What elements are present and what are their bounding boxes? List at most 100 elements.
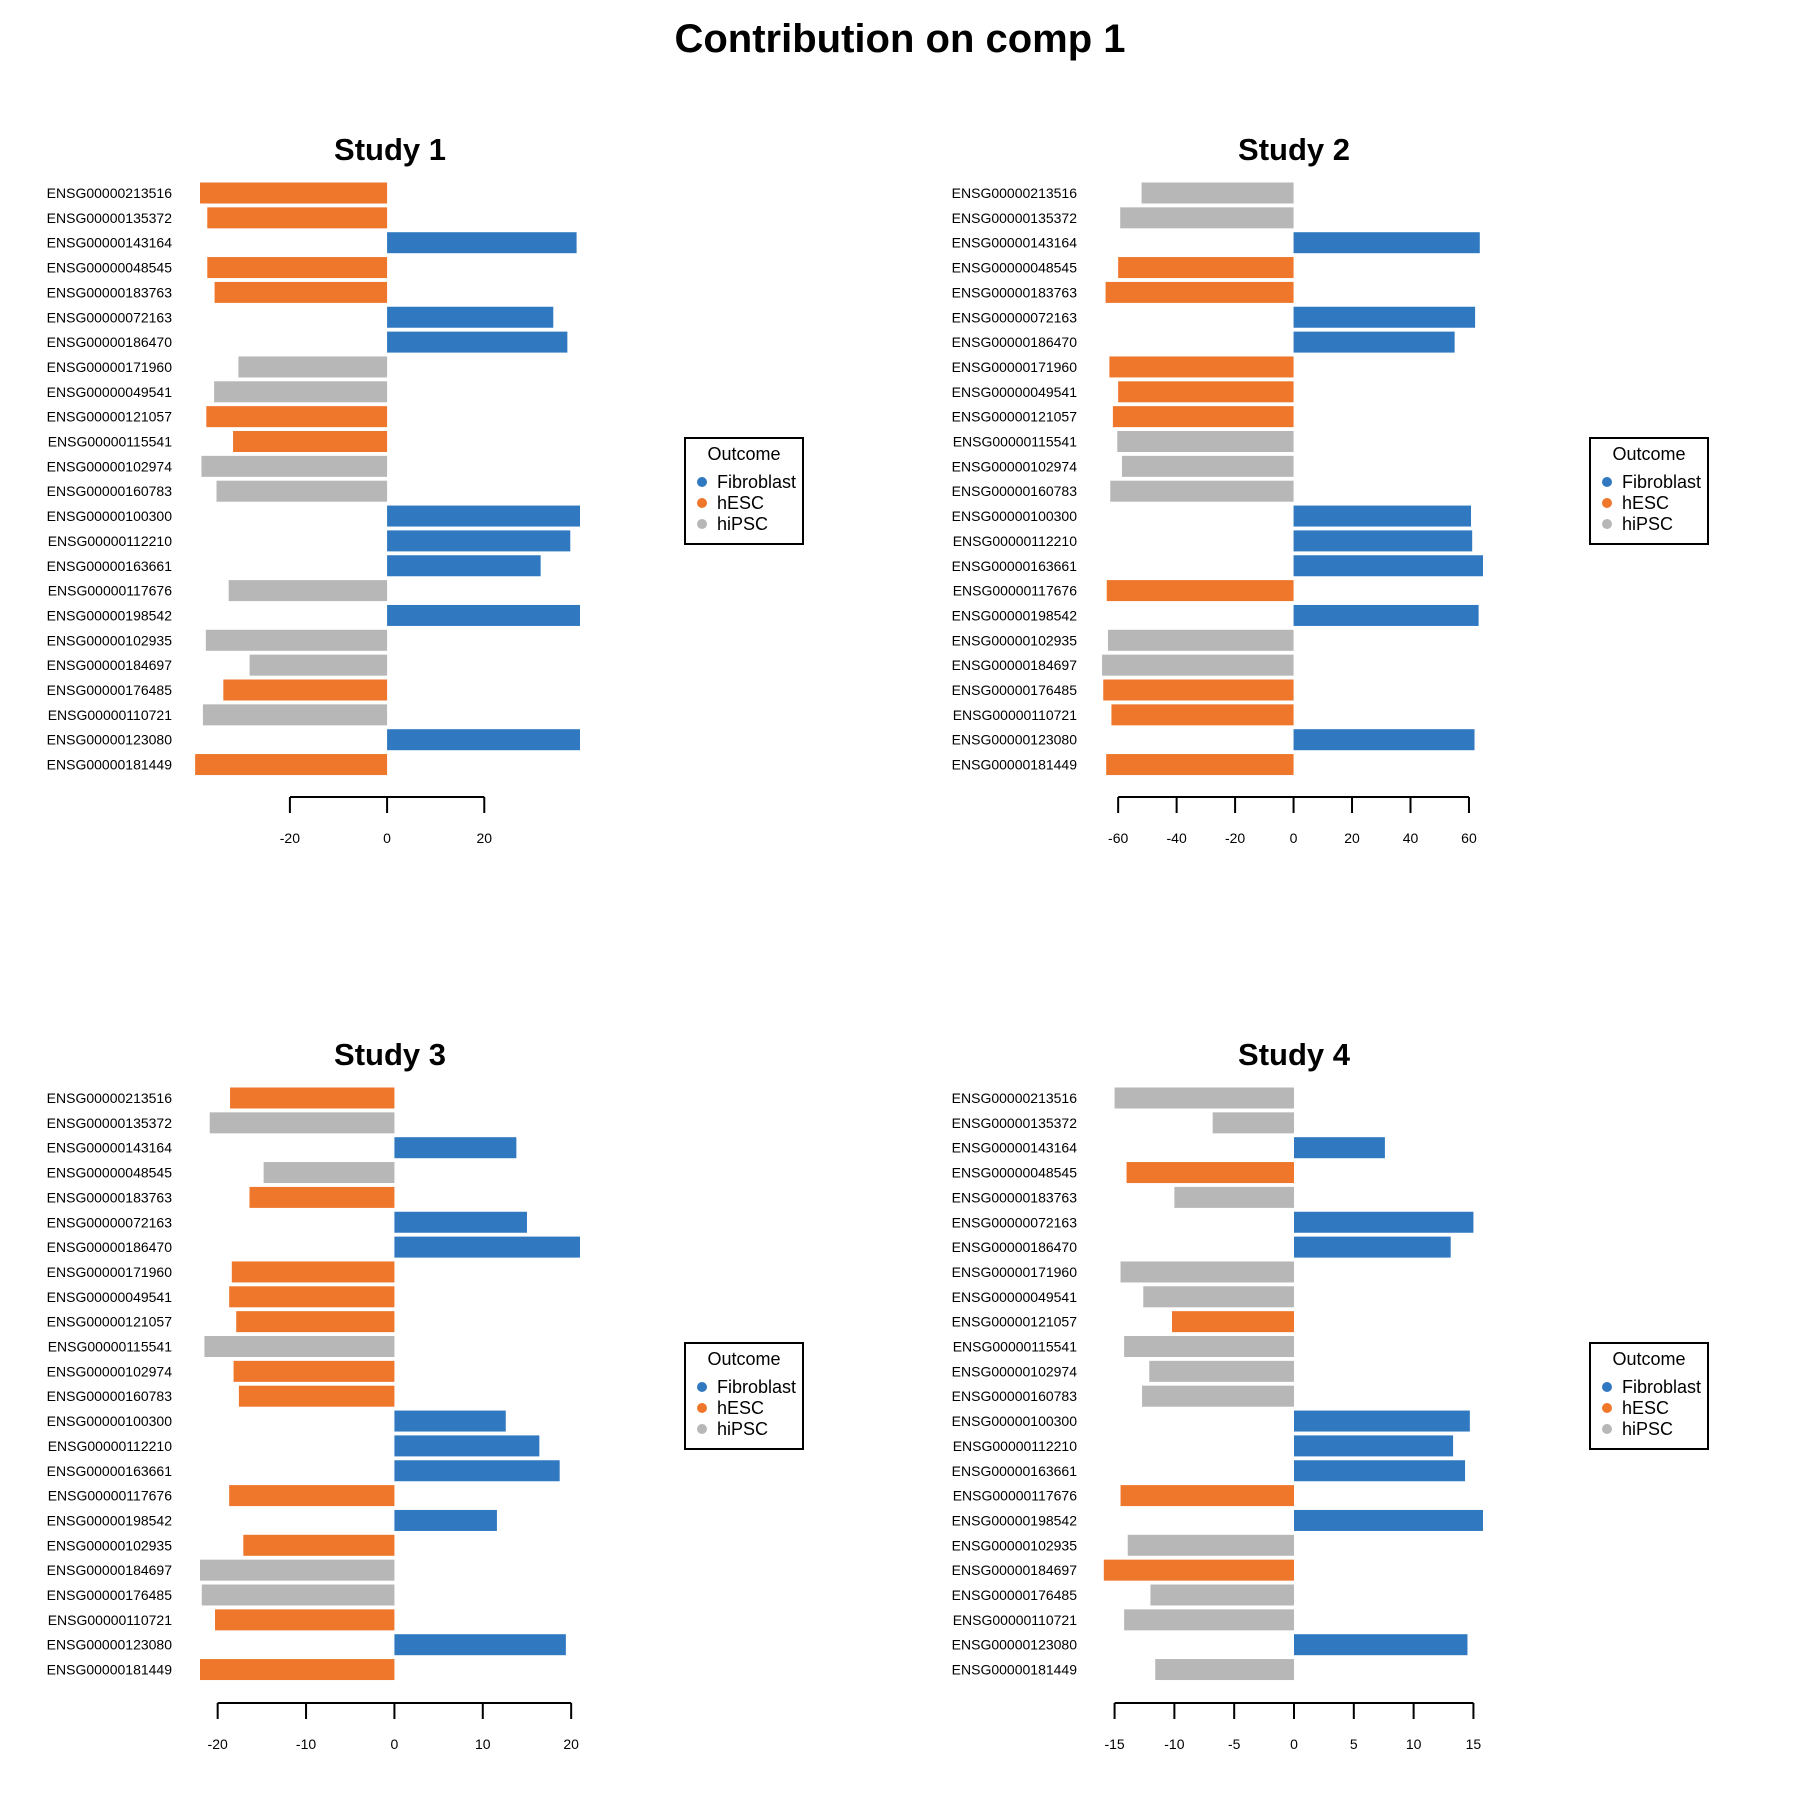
category-label: ENSG00000186470 bbox=[47, 1239, 173, 1255]
category-label: ENSG00000171960 bbox=[952, 1264, 1078, 1280]
x-tick-label: 20 bbox=[563, 1736, 579, 1752]
x-tick-label: 60 bbox=[1461, 830, 1477, 846]
category-label: ENSG00000100300 bbox=[47, 1413, 173, 1429]
category-label: ENSG00000102935 bbox=[47, 632, 173, 648]
bar-ENSG00000183763 bbox=[1174, 1186, 1294, 1208]
bar-ENSG00000049541 bbox=[1118, 381, 1294, 403]
bar-ENSG00000117676 bbox=[1106, 580, 1294, 602]
legend-entry-hESC: hESC bbox=[1622, 493, 1669, 513]
category-label: ENSG00000115541 bbox=[953, 434, 1077, 450]
category-label: ENSG00000160783 bbox=[47, 1388, 173, 1404]
category-label: ENSG00000049541 bbox=[952, 1289, 1078, 1305]
bar-ENSG00000176485 bbox=[223, 679, 388, 701]
bar-ENSG00000143164 bbox=[394, 1137, 517, 1159]
bar-ENSG00000184697 bbox=[1103, 1559, 1294, 1581]
legend-swatch-hiPSC bbox=[697, 519, 707, 529]
category-label: ENSG00000135372 bbox=[952, 1115, 1078, 1131]
category-label: ENSG00000100300 bbox=[952, 1413, 1078, 1429]
bar-ENSG00000102974 bbox=[233, 1360, 395, 1382]
bar-ENSG00000184697 bbox=[200, 1559, 395, 1581]
legend-swatch-hESC bbox=[1602, 1403, 1612, 1413]
category-label: ENSG00000112210 bbox=[48, 533, 172, 549]
category-label: ENSG00000184697 bbox=[47, 657, 173, 673]
category-label: ENSG00000123080 bbox=[952, 1637, 1078, 1653]
bar-ENSG00000117676 bbox=[228, 580, 388, 602]
legend-swatch-hiPSC bbox=[1602, 1424, 1612, 1434]
legend-swatch-hESC bbox=[1602, 498, 1612, 508]
bar-ENSG00000184697 bbox=[1102, 654, 1294, 676]
panel-title: Study 1 bbox=[334, 132, 446, 167]
category-label: ENSG00000049541 bbox=[952, 384, 1078, 400]
bar-ENSG00000135372 bbox=[207, 207, 388, 229]
main-title: Contribution on comp 1 bbox=[674, 17, 1125, 61]
legend-entry-Fibroblast: Fibroblast bbox=[717, 472, 796, 492]
legend-title: Outcome bbox=[707, 1349, 780, 1369]
legend-entry-hiPSC: hiPSC bbox=[717, 514, 768, 534]
bar-ENSG00000163661 bbox=[387, 555, 541, 577]
bar-ENSG00000135372 bbox=[209, 1112, 395, 1134]
category-label: ENSG00000163661 bbox=[952, 558, 1078, 574]
category-label: ENSG00000171960 bbox=[47, 1264, 173, 1280]
panel-title: Study 2 bbox=[1238, 132, 1350, 167]
category-label: ENSG00000072163 bbox=[47, 1214, 173, 1230]
category-label: ENSG00000176485 bbox=[952, 682, 1078, 698]
bar-ENSG00000163661 bbox=[394, 1460, 560, 1482]
category-label: ENSG00000102935 bbox=[47, 1537, 173, 1553]
x-tick-label: -60 bbox=[1108, 830, 1128, 846]
panel-study-1: Study 1 ENSG00000213516 ENSG00000135372 ENS… bbox=[47, 132, 804, 846]
bar-ENSG00000181449 bbox=[200, 1659, 395, 1681]
category-label: ENSG00000121057 bbox=[952, 409, 1078, 425]
category-label: ENSG00000115541 bbox=[48, 1339, 172, 1355]
panels: Study 1 ENSG00000213516 ENSG00000135372 ENS… bbox=[47, 132, 1709, 1752]
bar-ENSG00000123080 bbox=[387, 729, 580, 751]
category-label: ENSG00000048545 bbox=[47, 1165, 173, 1181]
category-label: ENSG00000176485 bbox=[952, 1587, 1078, 1603]
x-tick-label: 0 bbox=[1290, 1736, 1298, 1752]
bar-ENSG00000117676 bbox=[229, 1485, 395, 1507]
bar-ENSG00000186470 bbox=[1293, 331, 1455, 353]
category-label: ENSG00000123080 bbox=[952, 732, 1078, 748]
bar-ENSG00000186470 bbox=[394, 1236, 580, 1258]
x-tick-label: 15 bbox=[1466, 1736, 1482, 1752]
category-label: ENSG00000117676 bbox=[953, 1488, 1077, 1504]
x-tick-label: 0 bbox=[391, 1736, 399, 1752]
x-tick-label: -20 bbox=[280, 830, 300, 846]
legend-swatch-Fibroblast bbox=[697, 1382, 707, 1392]
category-label: ENSG00000163661 bbox=[47, 558, 173, 574]
category-label: ENSG00000135372 bbox=[47, 1115, 173, 1131]
bar-ENSG00000112210 bbox=[387, 530, 571, 552]
category-label: ENSG00000117676 bbox=[48, 1488, 172, 1504]
bar-ENSG00000213516 bbox=[1114, 1087, 1294, 1109]
category-label: ENSG00000102974 bbox=[952, 458, 1078, 474]
category-label: ENSG00000181449 bbox=[952, 757, 1078, 773]
bar-ENSG00000184697 bbox=[249, 654, 388, 676]
bar-ENSG00000181449 bbox=[195, 754, 388, 776]
category-label: ENSG00000110721 bbox=[953, 707, 1077, 723]
category-label: ENSG00000112210 bbox=[953, 1438, 1077, 1454]
category-label: ENSG00000176485 bbox=[47, 1587, 173, 1603]
bar-ENSG00000048545 bbox=[1118, 257, 1294, 279]
bar-ENSG00000198542 bbox=[394, 1509, 497, 1531]
bar-ENSG00000135372 bbox=[1120, 207, 1294, 229]
bar-ENSG00000102935 bbox=[1127, 1534, 1294, 1556]
bar-ENSG00000181449 bbox=[1155, 1659, 1294, 1681]
bar-ENSG00000100300 bbox=[387, 505, 580, 527]
category-label: ENSG00000184697 bbox=[952, 657, 1078, 673]
x-tick-label: -40 bbox=[1167, 830, 1187, 846]
bar-ENSG00000135372 bbox=[1212, 1112, 1294, 1134]
bar-ENSG00000160783 bbox=[1110, 480, 1294, 502]
category-label: ENSG00000102974 bbox=[952, 1363, 1078, 1379]
category-label: ENSG00000048545 bbox=[952, 260, 1078, 276]
bar-ENSG00000198542 bbox=[387, 604, 580, 626]
category-label: ENSG00000102935 bbox=[952, 632, 1078, 648]
panel-title: Study 4 bbox=[1238, 1037, 1351, 1072]
panel-title: Study 3 bbox=[334, 1037, 446, 1072]
legend-entry-Fibroblast: Fibroblast bbox=[1622, 472, 1701, 492]
legend-entry-hESC: hESC bbox=[717, 493, 764, 513]
bar-ENSG00000123080 bbox=[394, 1634, 566, 1656]
x-tick-label: 5 bbox=[1350, 1736, 1358, 1752]
bar-ENSG00000102935 bbox=[205, 629, 388, 651]
category-label: ENSG00000048545 bbox=[952, 1165, 1078, 1181]
